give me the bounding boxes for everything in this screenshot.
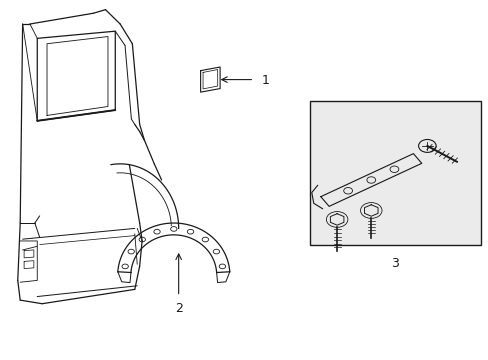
Text: 3: 3 [390,257,398,270]
Bar [310,101,480,244]
Text: 1: 1 [261,74,269,87]
Text: 2: 2 [174,302,182,315]
